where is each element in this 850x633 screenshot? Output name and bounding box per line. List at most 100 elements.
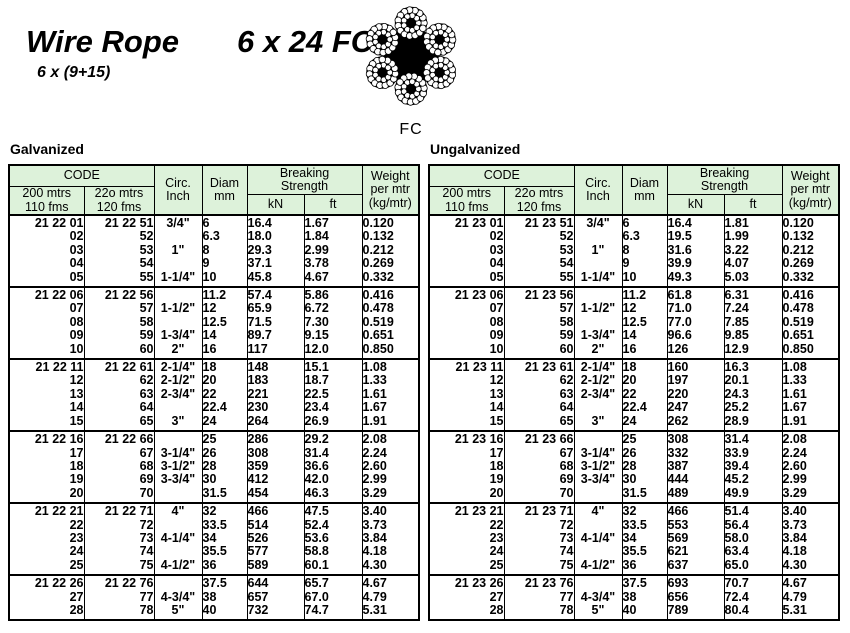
tf-cell: 23.4 bbox=[303, 401, 363, 415]
weight-cell: 3.73 bbox=[361, 518, 420, 532]
wire-rope-cross-section-icon bbox=[365, 6, 457, 106]
tf-cell: 45.2 bbox=[723, 473, 783, 487]
circ-inch-cell bbox=[153, 545, 203, 559]
code-220m-cell: 72 bbox=[83, 518, 155, 532]
circ-inch-cell: 2-1/2" bbox=[153, 374, 203, 388]
circ-inch-cell: 3-1/2" bbox=[573, 459, 623, 474]
kn-cell: 45.8 bbox=[246, 270, 305, 288]
code-220m-cell: 70 bbox=[503, 486, 575, 504]
tf-cell: 9.85 bbox=[723, 329, 783, 343]
code-200m-cell: 07 bbox=[8, 302, 85, 316]
code-220m-cell: 74 bbox=[503, 545, 575, 559]
code-220m-cell: 21 23 76 bbox=[503, 574, 575, 591]
kn-cell: 160 bbox=[666, 358, 725, 375]
circ-inch-cell bbox=[153, 486, 203, 504]
code-200m-cell: 24 bbox=[8, 545, 85, 559]
diam-mm-cell: 12 bbox=[621, 302, 668, 316]
header-tf: ft bbox=[303, 194, 363, 216]
tf-cell: 56.4 bbox=[723, 518, 783, 532]
code-220m-cell: 21 23 61 bbox=[503, 358, 575, 375]
diam-mm-cell: 26 bbox=[201, 446, 248, 460]
code-200m-cell: 05 bbox=[8, 270, 85, 288]
diam-mm-cell: 6.3 bbox=[621, 230, 668, 244]
code-220m-cell: 74 bbox=[83, 545, 155, 559]
weight-cell: 0.132 bbox=[361, 230, 420, 244]
code-200m-cell: 25 bbox=[428, 558, 505, 576]
weight-cell: 1.33 bbox=[361, 374, 420, 388]
header-weight-per-mtr: Weight per mtr (kg/mtr) bbox=[781, 164, 840, 216]
diam-mm-cell: 6.3 bbox=[201, 230, 248, 244]
code-220m-cell: 21 23 71 bbox=[503, 502, 575, 519]
header-code-200mtrs: 200 mtrs 110 fms bbox=[8, 186, 85, 216]
kn-cell: 644 bbox=[246, 574, 305, 591]
kn-cell: 577 bbox=[246, 545, 305, 559]
kn-cell: 466 bbox=[246, 502, 305, 519]
code-200m-cell: 21 22 06 bbox=[8, 286, 85, 303]
header-diam-mm: Diam mm bbox=[201, 164, 248, 216]
kn-cell: 359 bbox=[246, 459, 305, 474]
ungalvanized-section: Ungalvanized CODE Circ. Inch Diam mm Breaking… bbox=[428, 141, 840, 622]
kn-cell: 183 bbox=[246, 374, 305, 388]
code-220m-cell: 57 bbox=[83, 302, 155, 316]
kn-cell: 230 bbox=[246, 401, 305, 415]
table-row: 17 67 3-1/4" 26 332 33.9 2.24 bbox=[428, 446, 840, 460]
code-220m-cell: 58 bbox=[83, 315, 155, 330]
circ-inch-cell: 4" bbox=[153, 502, 203, 519]
code-200m-cell: 04 bbox=[428, 257, 505, 271]
diam-mm-cell: 30 bbox=[621, 473, 668, 487]
page-title: Wire Rope 6 x 24 FC bbox=[26, 24, 373, 60]
diam-mm-cell: 18 bbox=[201, 358, 248, 375]
table-row: 21 22 21 21 22 71 4" 32 466 47.5 3.40 bbox=[8, 502, 420, 519]
tf-cell: 6.31 bbox=[723, 286, 783, 303]
table-row: 23 73 4-1/4" 34 569 58.0 3.84 bbox=[428, 531, 840, 546]
code-200m-cell: 12 bbox=[8, 374, 85, 388]
code-220m-cell: 57 bbox=[503, 302, 575, 316]
diam-mm-cell: 40 bbox=[621, 603, 668, 621]
header-circ-inch: Circ. Inch bbox=[153, 164, 203, 216]
table-row: 03 53 1" 8 29.3 2.99 0.212 bbox=[8, 243, 420, 258]
code-200m-cell: 23 bbox=[8, 531, 85, 546]
galvanized-spec-table: CODE Circ. Inch Diam mm Breaking Strength Weigh… bbox=[8, 164, 420, 622]
diam-mm-cell: 22 bbox=[201, 387, 248, 402]
kn-cell: 37.1 bbox=[246, 257, 305, 271]
kn-cell: 197 bbox=[666, 374, 725, 388]
diam-mm-cell: 32 bbox=[621, 502, 668, 519]
code-220m-cell: 21 23 56 bbox=[503, 286, 575, 303]
code-220m-cell: 55 bbox=[503, 270, 575, 288]
circ-inch-cell bbox=[573, 545, 623, 559]
table-row: 21 23 16 21 23 66 25 308 31.4 2.08 bbox=[428, 430, 840, 447]
table-row: 13 63 2-3/4" 22 221 22.5 1.61 bbox=[8, 387, 420, 402]
diam-mm-cell: 31.5 bbox=[201, 486, 248, 504]
tf-cell: 18.7 bbox=[303, 374, 363, 388]
circ-inch-cell: 2-3/4" bbox=[573, 387, 623, 402]
table-row: 19 69 3-3/4" 30 412 42.0 2.99 bbox=[8, 473, 420, 487]
circ-inch-cell: 3-3/4" bbox=[573, 473, 623, 487]
kn-cell: 656 bbox=[666, 590, 725, 604]
weight-cell: 0.212 bbox=[361, 243, 420, 258]
tf-cell: 53.6 bbox=[303, 531, 363, 546]
diam-mm-cell: 10 bbox=[621, 270, 668, 288]
table-row: 28 78 5" 40 789 80.4 5.31 bbox=[428, 603, 840, 621]
tf-cell: 20.1 bbox=[723, 374, 783, 388]
tf-cell: 4.07 bbox=[723, 257, 783, 271]
code-200m-cell: 13 bbox=[428, 387, 505, 402]
weight-cell: 1.67 bbox=[781, 401, 840, 415]
table-row: 04 54 9 39.9 4.07 0.269 bbox=[428, 257, 840, 271]
weight-cell: 0.651 bbox=[361, 329, 420, 343]
circ-inch-cell bbox=[573, 315, 623, 330]
code-200m-cell: 09 bbox=[8, 329, 85, 343]
table-row: 21 23 26 21 23 76 37.5 693 70.7 4.67 bbox=[428, 574, 840, 591]
table-row: 21 22 11 21 22 61 2-1/4" 18 148 15.1 1.08 bbox=[8, 358, 420, 375]
tf-cell: 4.67 bbox=[303, 270, 363, 288]
weight-cell: 5.31 bbox=[781, 603, 840, 621]
circ-inch-cell: 2" bbox=[153, 342, 203, 360]
kn-cell: 308 bbox=[246, 446, 305, 460]
tf-cell: 29.2 bbox=[303, 430, 363, 447]
code-220m-cell: 59 bbox=[83, 329, 155, 343]
code-220m-cell: 73 bbox=[83, 531, 155, 546]
weight-cell: 0.132 bbox=[781, 230, 840, 244]
header-circ-inch: Circ. Inch bbox=[573, 164, 623, 216]
tf-cell: 47.5 bbox=[303, 502, 363, 519]
diam-mm-cell: 31.5 bbox=[621, 486, 668, 504]
table-row: 25 75 4-1/2" 36 589 60.1 4.30 bbox=[8, 558, 420, 576]
